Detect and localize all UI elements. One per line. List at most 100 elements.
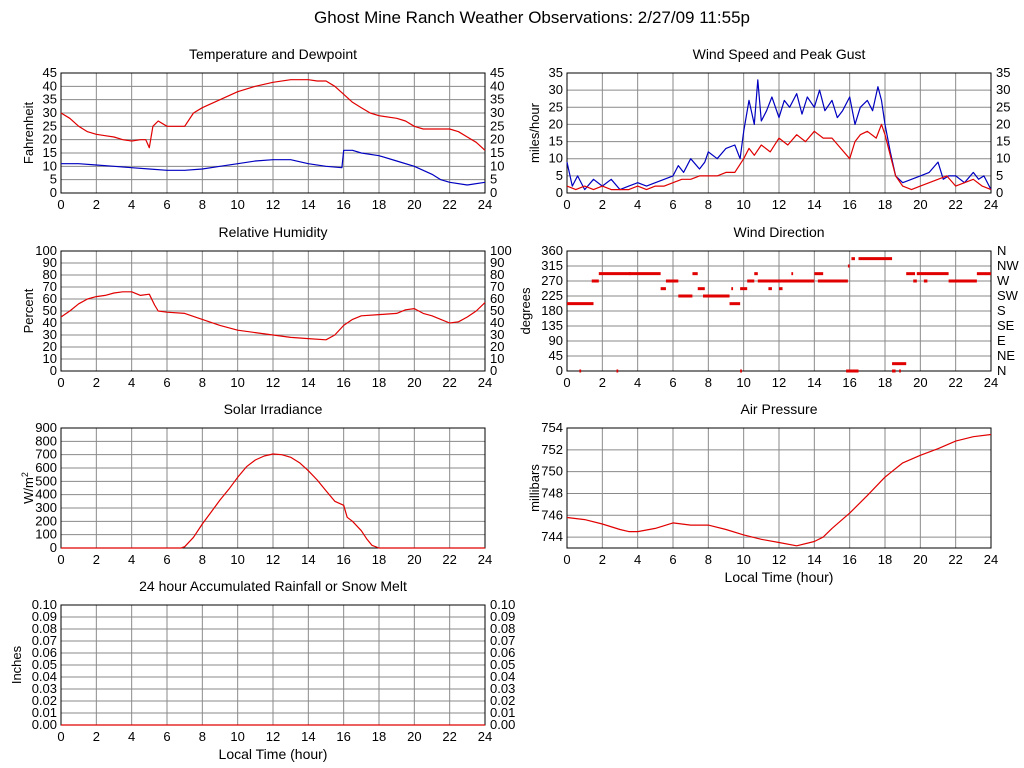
x-tick-label: 18 [372, 729, 386, 744]
x-tick-label: 14 [301, 197, 315, 212]
y-tick-label: 15 [549, 134, 563, 149]
y-tick-label: 754 [541, 420, 563, 435]
y-tick-label: 25 [43, 118, 57, 133]
y-tick-label: 100 [35, 243, 57, 258]
y-tick-label: 0.04 [32, 669, 57, 684]
x-tick-label: 14 [807, 197, 821, 212]
y-tick-label-right: 0.04 [490, 669, 515, 684]
x-tick-label: 20 [407, 197, 421, 212]
x-tick-label: 8 [705, 375, 712, 390]
x-tick-label: 0 [57, 552, 64, 567]
rainfall-chart: 24 hour Accumulated Rainfall or Snow Mel… [9, 578, 515, 762]
y-tick-label: 25 [549, 99, 563, 114]
chart-title: Air Pressure [740, 401, 817, 417]
y-tick-label: 800 [35, 433, 57, 448]
x-tick-label: 24 [478, 729, 492, 744]
y-tick-label: 0.07 [32, 633, 57, 648]
chart-title: Temperature and Dewpoint [189, 46, 357, 62]
y-tick-label: 5 [556, 168, 563, 183]
x-tick-label: 22 [442, 729, 456, 744]
y-tick-label: 500 [35, 473, 57, 488]
x-tick-label: 20 [407, 552, 421, 567]
x-tick-label: 6 [163, 197, 170, 212]
x-tick-label: 12 [772, 552, 786, 567]
y-tick-label-right: 10 [996, 151, 1010, 166]
x-tick-label: 0 [563, 375, 570, 390]
x-tick-label: 16 [336, 197, 350, 212]
y-axis-label: Fahrenheit [21, 102, 36, 165]
y-tick-label: 60 [43, 291, 57, 306]
y-tick-label: 750 [541, 464, 563, 479]
y-tick-label: 0.02 [32, 693, 57, 708]
y-tick-label: 35 [43, 92, 57, 107]
y-tick-label-right: 25 [996, 99, 1010, 114]
x-tick-label: 16 [842, 375, 856, 390]
x-tick-label: 8 [199, 729, 206, 744]
x-tick-label: 10 [230, 375, 244, 390]
y-tick-label: 10 [549, 151, 563, 166]
y-axis-label-text: miles/hour [527, 102, 542, 163]
x-tick-label: 8 [705, 552, 712, 567]
y-tick-label: 40 [43, 78, 57, 93]
y-tick-label: 30 [43, 105, 57, 120]
y-tick-label: 30 [549, 82, 563, 97]
x-tick-label: 4 [634, 375, 641, 390]
x-tick-label: 20 [407, 375, 421, 390]
series-line-1 [566, 123, 992, 191]
y-tick-label: 70 [43, 279, 57, 294]
x-tick-label: 20 [407, 729, 421, 744]
x-tick-label: 2 [599, 552, 606, 567]
y-axis-label: W/m2 [20, 472, 36, 504]
x-tick-label: 14 [807, 375, 821, 390]
y-tick-label: 180 [541, 303, 563, 318]
y-tick-label: 20 [43, 339, 57, 354]
x-tick-label: 22 [948, 197, 962, 212]
x-tick-label: 20 [913, 552, 927, 567]
y-tick-label-right: 0.02 [490, 693, 515, 708]
y-tick-label: 0 [50, 363, 57, 378]
y-tick-label: 0.00 [32, 717, 57, 732]
x-tick-label: 24 [478, 375, 492, 390]
x-tick-label: 6 [163, 552, 170, 567]
y-tick-label: 30 [43, 327, 57, 342]
y-axis-label-text: W/m [21, 477, 36, 504]
plot-frame [566, 72, 992, 194]
y-tick-label-right: 0.07 [490, 633, 515, 648]
y-tick-label-right: 70 [490, 279, 504, 294]
x-tick-label: 2 [93, 375, 100, 390]
x-tick-label: 0 [57, 729, 64, 744]
x-tick-label: 6 [163, 729, 170, 744]
x-axis-label: Local Time (hour) [725, 569, 834, 585]
x-tick-label: 22 [948, 375, 962, 390]
y-tick-label: 0.08 [32, 621, 57, 636]
x-tick-label: 8 [199, 375, 206, 390]
series-line-0 [566, 433, 992, 547]
x-tick-label: 22 [948, 552, 962, 567]
x-tick-label: 10 [736, 375, 750, 390]
y-axis-label: degrees [518, 287, 533, 334]
y-tick-label-right: 20 [996, 116, 1010, 131]
y-tick-label: 900 [35, 420, 57, 435]
chart-title: Wind Direction [733, 224, 824, 240]
compass-label: N [997, 243, 1006, 258]
plot-frame [60, 427, 486, 549]
y-axis-label: Inches [9, 645, 24, 684]
y-tick-label-right: 20 [490, 339, 504, 354]
y-tick-label-right: 25 [490, 118, 504, 133]
series-line-1 [61, 149, 486, 186]
x-tick-label: 6 [163, 375, 170, 390]
x-tick-label: 18 [878, 197, 892, 212]
y-tick-label-right: 45 [490, 65, 504, 80]
x-tick-label: 0 [57, 197, 64, 212]
y-tick-label-right: 50 [490, 303, 504, 318]
plot-frame [566, 250, 992, 372]
y-tick-label: 10 [43, 158, 57, 173]
y-tick-label-right: 0.05 [490, 657, 515, 672]
compass-label: E [997, 333, 1006, 348]
y-tick-label-right: 60 [490, 291, 504, 306]
page-title: Ghost Mine Ranch Weather Observations: 2… [314, 8, 750, 27]
plot-frame [566, 427, 992, 549]
y-tick-label: 35 [549, 65, 563, 80]
